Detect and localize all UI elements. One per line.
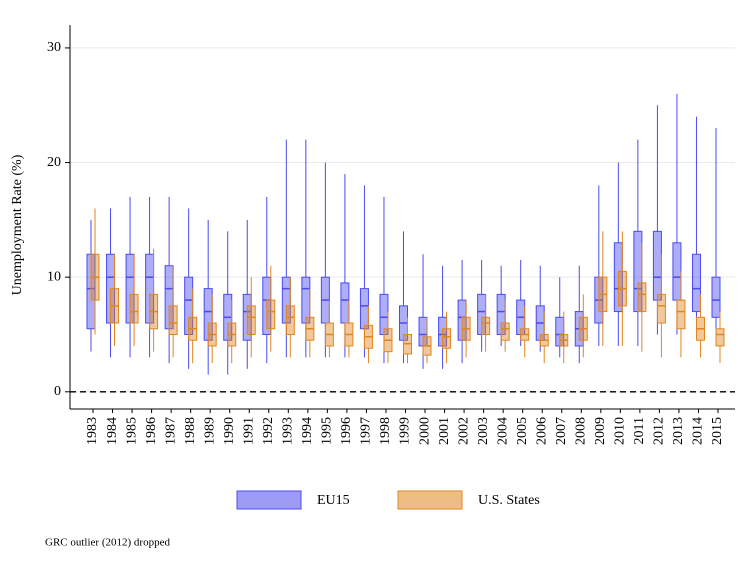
legend-swatch: [397, 490, 463, 510]
box: [676, 299, 686, 330]
x-tick-label: 1990: [222, 417, 237, 445]
box: [656, 293, 666, 324]
x-tick-label: 2003: [476, 417, 491, 445]
box: [359, 288, 369, 330]
x-tick-label: 1986: [144, 417, 159, 445]
box: [652, 230, 662, 301]
legend-label: EU15: [317, 493, 350, 508]
y-tick-label: 0: [54, 384, 61, 399]
y-tick-label: 30: [47, 40, 61, 55]
x-tick-label: 2008: [574, 417, 589, 445]
x-tick-label: 1983: [85, 417, 100, 445]
x-tick-label: 1999: [398, 417, 413, 445]
x-tick-label: 2004: [495, 417, 510, 445]
box: [481, 316, 491, 335]
y-tick-label: 10: [47, 269, 61, 284]
x-tick-label: 1997: [359, 417, 374, 445]
box: [340, 282, 350, 324]
x-tick-label: 2010: [613, 417, 628, 445]
legend-swatch: [236, 490, 302, 510]
x-tick-label: 1998: [378, 417, 393, 445]
box: [246, 305, 256, 335]
x-tick-label: 1985: [124, 417, 139, 445]
box: [168, 305, 178, 335]
x-tick-label: 2014: [691, 417, 706, 445]
box: [266, 299, 276, 330]
x-tick-label: 1993: [281, 417, 296, 445]
x-tick-label: 2001: [437, 417, 452, 445]
box: [285, 305, 295, 335]
x-tick-label: 2012: [652, 417, 667, 445]
x-tick-label: 1989: [202, 417, 217, 445]
x-tick-label: 2009: [593, 417, 608, 445]
box: [500, 322, 510, 341]
y-axis-label: Unemployment Rate (%): [10, 154, 25, 295]
box: [129, 293, 139, 324]
x-tick-label: 2007: [554, 417, 569, 445]
y-tick-label: 20: [47, 155, 61, 170]
x-tick-label: 1992: [261, 417, 276, 445]
x-tick-label: 2002: [456, 417, 471, 445]
box: [301, 276, 311, 324]
x-tick-label: 1996: [339, 417, 354, 445]
x-tick-label: 2000: [417, 417, 432, 445]
x-tick-label: 2006: [534, 417, 549, 445]
note: GRC outlier (2012) dropped: [45, 537, 170, 549]
box: [715, 328, 725, 347]
x-tick-label: 1984: [105, 417, 120, 445]
x-tick-label: 2013: [671, 417, 686, 445]
x-tick-label: 1995: [320, 417, 335, 445]
box: [672, 242, 682, 301]
box: [637, 282, 647, 313]
x-tick-label: 1994: [300, 417, 315, 445]
box: [711, 276, 721, 318]
box: [442, 328, 452, 349]
x-tick-label: 1991: [241, 417, 256, 445]
x-tick-label: 2015: [710, 417, 725, 445]
legend-label: U.S. States: [478, 493, 540, 508]
x-tick-label: 1988: [183, 417, 198, 445]
x-tick-label: 2005: [515, 417, 530, 445]
x-tick-label: 1987: [163, 417, 178, 445]
box: [691, 253, 701, 313]
x-tick-label: 2011: [632, 417, 647, 444]
